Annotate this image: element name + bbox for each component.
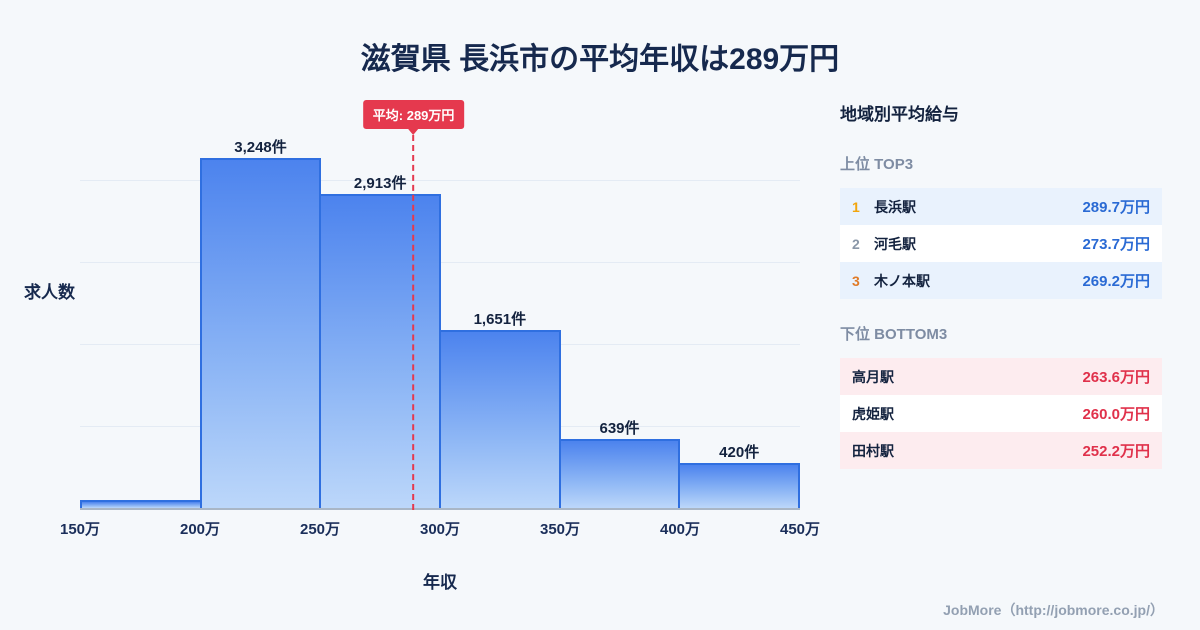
y-axis-label: 求人数 bbox=[24, 283, 75, 302]
page-title: 滋賀県 長浜市の平均年収は289万円 bbox=[360, 43, 840, 76]
bar-value-label: 1,651件 bbox=[473, 311, 527, 328]
table-row: 田村駅 252.2万円 bbox=[840, 432, 1162, 469]
bottom3-heading: 下位 BOTTOM3 bbox=[840, 326, 948, 343]
x-tick-label: 250万 bbox=[299, 521, 341, 538]
histogram-bar: 2,913件 bbox=[319, 172, 442, 508]
bar-value-label: 639件 bbox=[599, 420, 640, 437]
rank-badge: 3 bbox=[852, 272, 860, 289]
bar-rect bbox=[80, 500, 202, 508]
histogram-bar: 420件 bbox=[678, 441, 801, 508]
table-row: 3 木ノ本駅 269.2万円 bbox=[840, 262, 1162, 299]
bar-rect bbox=[439, 330, 561, 508]
salary-value: 260.0万円 bbox=[1082, 406, 1150, 423]
histogram-chart: 3,248件 2,913件 1,651件 639件 420件 150万 200万 250万 3… bbox=[60, 100, 820, 538]
histogram-bar: 3,248件 bbox=[199, 136, 322, 508]
salary-value: 273.7万円 bbox=[1082, 236, 1150, 253]
salary-value: 252.2万円 bbox=[1082, 443, 1150, 460]
station-name: 高月駅 bbox=[852, 368, 894, 385]
rank-badge: 2 bbox=[852, 235, 860, 252]
table-row: 1 長浜駅 289.7万円 bbox=[840, 188, 1162, 225]
x-tick-label: 150万 bbox=[59, 521, 101, 538]
table-row: 高月駅 263.6万円 bbox=[840, 358, 1162, 395]
bar-value-label: 420件 bbox=[719, 444, 760, 461]
x-tick-label: 450万 bbox=[779, 521, 821, 538]
histogram-bar bbox=[80, 478, 202, 508]
bar-value-label: 3,248件 bbox=[234, 139, 287, 156]
x-tick-label: 200万 bbox=[179, 521, 221, 538]
station-name: 木ノ本駅 bbox=[874, 272, 930, 289]
bottom3-table: 高月駅 263.6万円 虎姫駅 260.0万円 田村駅 252.2万円 bbox=[840, 358, 1162, 469]
bar-rect bbox=[558, 439, 681, 508]
top3-table: 1 長浜駅 289.7万円 2 河毛駅 273.7万円 3 木ノ本駅 269.2… bbox=[840, 188, 1162, 299]
x-axis-label: 年収 bbox=[423, 573, 457, 592]
salary-value: 269.2万円 bbox=[1082, 273, 1150, 290]
station-name: 河毛駅 bbox=[874, 235, 916, 252]
rank-badge: 1 bbox=[852, 198, 860, 215]
x-tick-label: 300万 bbox=[419, 521, 461, 538]
source-credit: JobMore（http://jobmore.co.jp/） bbox=[943, 602, 1164, 618]
salary-value: 289.7万円 bbox=[1082, 199, 1150, 216]
station-name: 虎姫駅 bbox=[852, 405, 894, 422]
bar-value-label: 2,913件 bbox=[353, 175, 407, 192]
x-tick-label: 350万 bbox=[539, 521, 581, 538]
x-axis-ticks: 150万 200万 250万 300万 350万 400万 450万 bbox=[60, 518, 820, 538]
salary-value: 263.6万円 bbox=[1082, 369, 1150, 386]
histogram-bar: 1,651件 bbox=[439, 308, 561, 508]
station-name: 長浜駅 bbox=[874, 198, 916, 215]
table-row: 虎姫駅 260.0万円 bbox=[840, 395, 1162, 432]
plot-area: 3,248件 2,913件 1,651件 639件 420件 bbox=[80, 100, 801, 510]
panel-title: 地域別平均給与 bbox=[840, 105, 959, 124]
bar-rect bbox=[678, 463, 801, 508]
station-name: 田村駅 bbox=[852, 442, 894, 459]
region-salary-panel: 地域別平均給与 上位 TOP3 1 長浜駅 289.7万円 2 河毛駅 273.… bbox=[840, 100, 1162, 493]
x-tick-label: 400万 bbox=[659, 521, 701, 538]
histogram-bar: 639件 bbox=[558, 417, 681, 508]
bar-rect bbox=[319, 194, 442, 508]
table-row: 2 河毛駅 273.7万円 bbox=[840, 225, 1162, 262]
bar-rect bbox=[199, 158, 322, 508]
bar-value-label bbox=[80, 478, 202, 495]
top3-heading: 上位 TOP3 bbox=[840, 156, 914, 173]
